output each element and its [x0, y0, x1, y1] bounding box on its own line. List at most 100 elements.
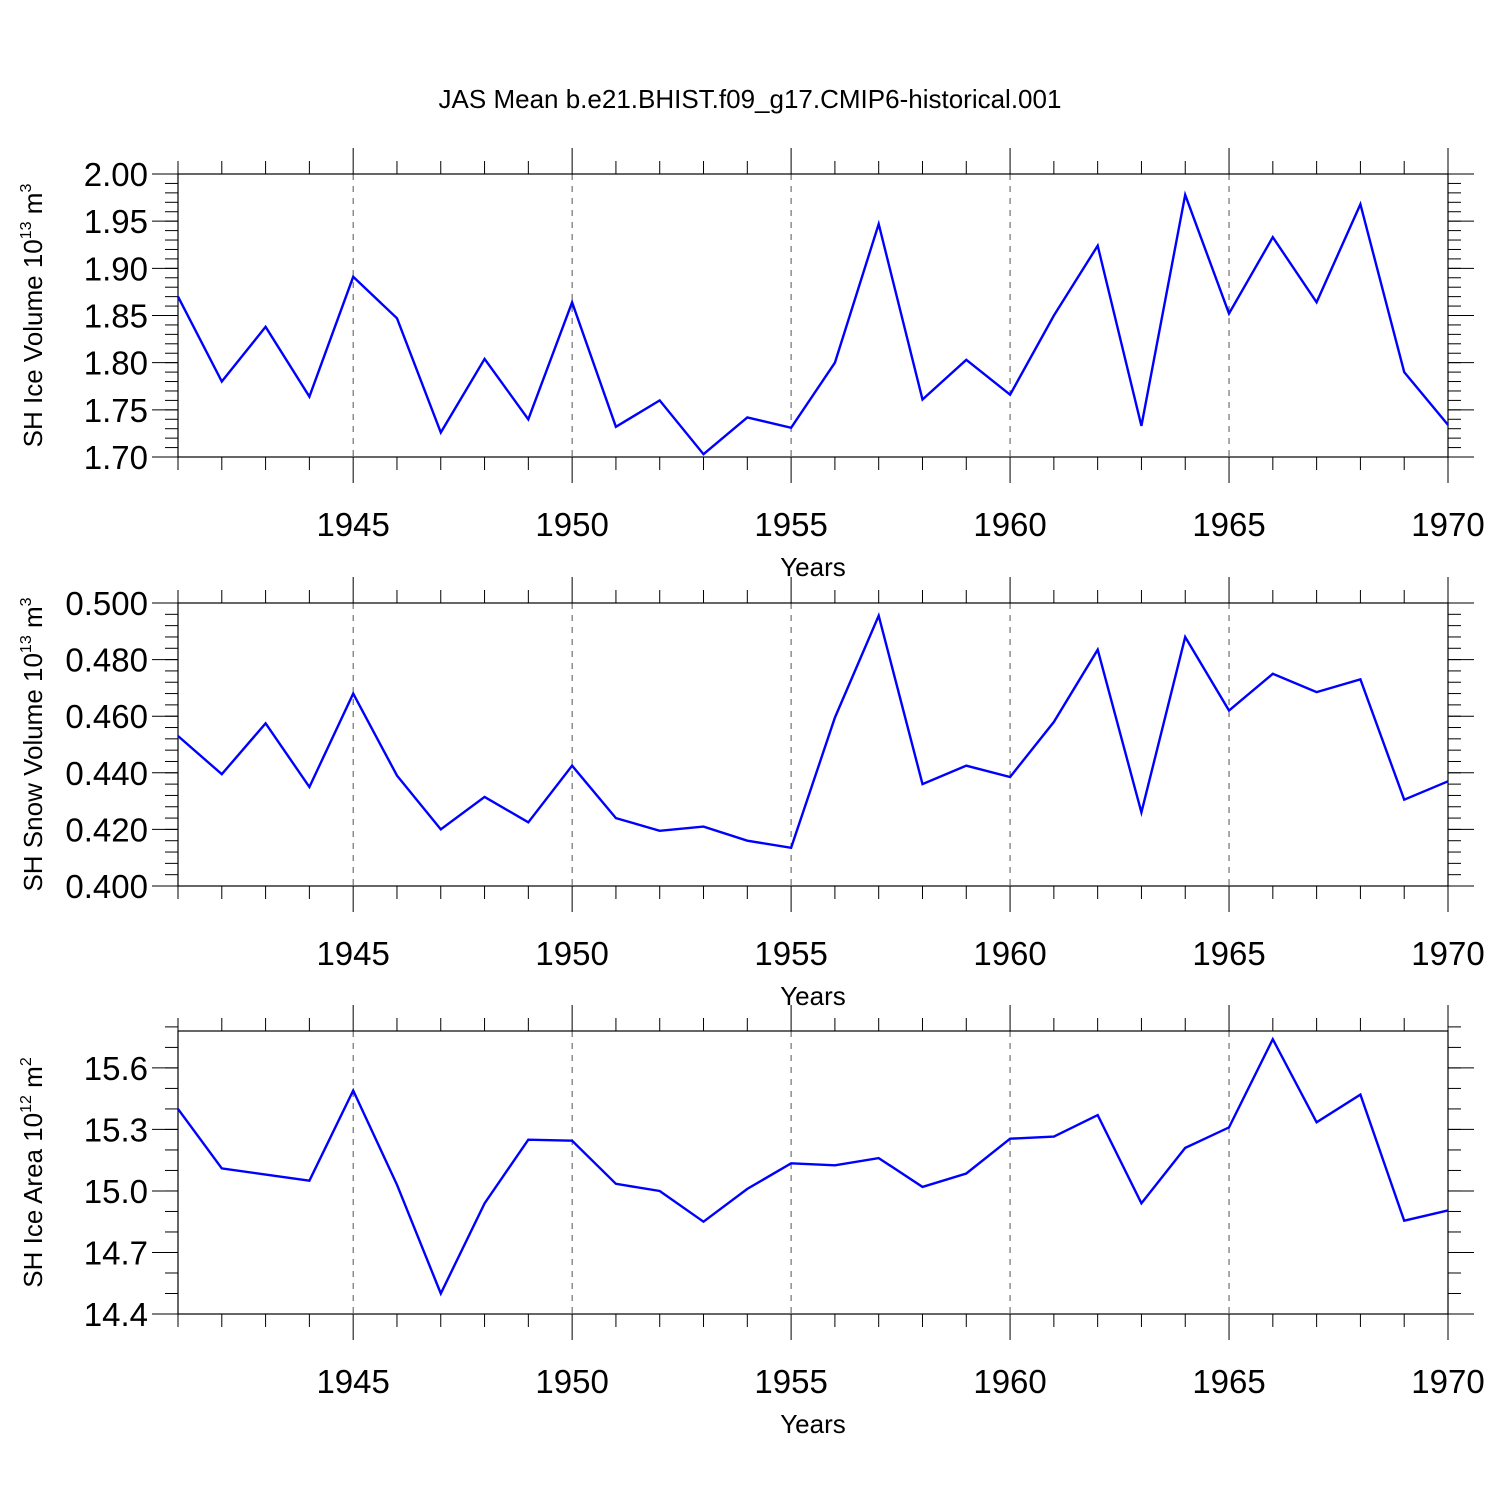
- data-point-1945: [351, 275, 355, 279]
- data-point-1957: [877, 222, 881, 226]
- y-tick-label: 0.400: [65, 868, 148, 905]
- x-tick-label: 1945: [316, 506, 389, 543]
- data-point-1959: [964, 764, 968, 768]
- data-point-1968: [1358, 1093, 1362, 1097]
- x-axis-label: Years: [780, 981, 846, 1011]
- data-point-1947: [439, 430, 443, 434]
- data-point-1949: [526, 417, 530, 421]
- data-point-1969: [1402, 1219, 1406, 1223]
- y-tick-label: 1.80: [84, 345, 148, 382]
- x-tick-label: 1955: [754, 506, 827, 543]
- data-point-1954: [745, 415, 749, 419]
- data-point-1956: [833, 716, 837, 720]
- data-point-1968: [1358, 677, 1362, 681]
- x-tick-label: 1950: [535, 935, 608, 972]
- data-point-1952: [658, 1189, 662, 1193]
- x-tick-label: 1960: [973, 506, 1046, 543]
- plot-frame: [177, 173, 1449, 458]
- y-tick-label: 14.7: [84, 1234, 148, 1271]
- y-tick-label: 14.4: [84, 1296, 148, 1333]
- data-point-1952: [658, 829, 662, 833]
- data-point-1952: [658, 398, 662, 402]
- panel-1: 1945 1950 1955 1960 1965 1970 1.70 1.75 1.80 1.85…: [18, 148, 1485, 582]
- data-point-1970: [1446, 779, 1450, 783]
- y-tick-label: 1.90: [84, 250, 148, 287]
- series-line: [177, 1036, 1449, 1297]
- x-tick-label: 1970: [1411, 1363, 1484, 1400]
- x-tick-label: 1945: [316, 1363, 389, 1400]
- data-point-1951: [614, 816, 618, 820]
- x-axis-label: Years: [780, 1409, 846, 1439]
- data-point-1958: [920, 397, 924, 401]
- data-point-1949: [526, 1138, 530, 1142]
- data-point-1948: [483, 1201, 487, 1205]
- data-point-1950: [570, 300, 574, 304]
- plot-frame: [177, 602, 1449, 887]
- data-point-1960: [1008, 393, 1012, 397]
- data-point-1945: [351, 1088, 355, 1092]
- x-tick-label: 1965: [1192, 506, 1265, 543]
- data-point-1943: [264, 1173, 268, 1177]
- data-point-1942: [220, 1166, 224, 1170]
- data-point-1969: [1402, 370, 1406, 374]
- data-point-1954: [745, 839, 749, 843]
- plot-frame: [177, 1030, 1449, 1315]
- data-point-1953: [702, 825, 706, 829]
- data-point-1941: [176, 734, 180, 738]
- y-tick-label: 15.0: [84, 1173, 148, 1210]
- x-tick-label: 1970: [1411, 506, 1484, 543]
- data-point-1966: [1271, 672, 1275, 676]
- data-point-1967: [1315, 1120, 1319, 1124]
- data-point-1947: [439, 1291, 443, 1295]
- data-point-1944: [307, 1179, 311, 1183]
- chart-title: JAS Mean b.e21.BHIST.f09_g17.CMIP6-histo…: [438, 84, 1062, 114]
- data-point-1951: [614, 1182, 618, 1186]
- data-point-1955: [789, 846, 793, 850]
- y-tick-label: 1.70: [84, 439, 148, 476]
- data-point-1957: [877, 614, 881, 618]
- x-tick-label: 1955: [754, 935, 827, 972]
- data-point-1950: [570, 764, 574, 768]
- data-point-1951: [614, 425, 618, 429]
- data-point-1966: [1271, 1037, 1275, 1041]
- y-tick-label: 15.6: [84, 1050, 148, 1087]
- data-point-1958: [920, 782, 924, 786]
- data-point-1963: [1139, 424, 1143, 428]
- data-point-1959: [964, 1172, 968, 1176]
- data-point-1960: [1008, 775, 1012, 779]
- data-point-1943: [264, 325, 268, 329]
- data-point-1941: [176, 1107, 180, 1111]
- x-tick-label: 1950: [535, 506, 608, 543]
- data-point-1949: [526, 820, 530, 824]
- data-point-1970: [1446, 1208, 1450, 1212]
- y-tick-label: 0.500: [65, 585, 148, 622]
- y-axis-label: SH Ice Area 1012 m2: [18, 1057, 48, 1288]
- y-axis-label: SH Snow Volume 1013 m3: [18, 597, 48, 891]
- x-tick-label: 1960: [973, 935, 1046, 972]
- data-point-1948: [483, 795, 487, 799]
- data-point-1968: [1358, 202, 1362, 206]
- data-point-1962: [1096, 244, 1100, 248]
- data-point-1959: [964, 358, 968, 362]
- data-point-1945: [351, 692, 355, 696]
- x-tick-label: 1965: [1192, 1363, 1265, 1400]
- data-point-1957: [877, 1156, 881, 1160]
- data-point-1943: [264, 721, 268, 725]
- data-point-1941: [176, 295, 180, 299]
- x-tick-label: 1955: [754, 1363, 827, 1400]
- y-tick-label: 1.95: [84, 203, 148, 240]
- y-tick-label: 1.75: [84, 392, 148, 429]
- data-point-1953: [702, 1220, 706, 1224]
- data-point-1954: [745, 1187, 749, 1191]
- data-point-1963: [1139, 1201, 1143, 1205]
- data-point-1947: [439, 827, 443, 831]
- data-point-1967: [1315, 690, 1319, 694]
- data-point-1961: [1052, 314, 1056, 318]
- data-point-1944: [307, 785, 311, 789]
- series-line: [176, 190, 1449, 456]
- data-point-1967: [1315, 300, 1319, 304]
- y-tick-label: 2.00: [84, 156, 148, 193]
- data-point-1965: [1227, 312, 1231, 316]
- data-point-1958: [920, 1185, 924, 1189]
